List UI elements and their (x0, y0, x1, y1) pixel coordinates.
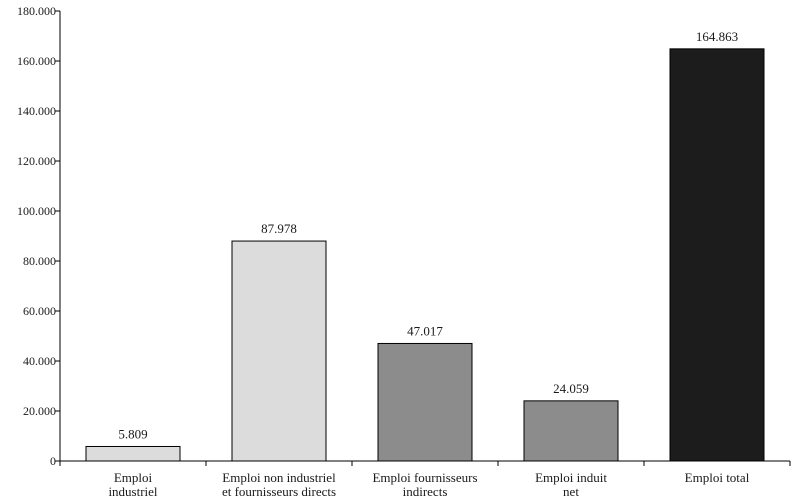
y-tick-label: 100.000 (17, 204, 56, 218)
x-category-label: Emploi non industriel (222, 470, 336, 485)
y-tick-label: 180.000 (17, 4, 56, 18)
data-label: 87.978 (261, 221, 297, 236)
x-category-label: Emploi total (685, 470, 750, 485)
plot-area: 0 20.000 40.000 60.000 80.000 100.000 120.000 1… (17, 4, 791, 499)
x-category-label: Emploi (114, 470, 153, 485)
x-category-label: indirects (403, 484, 448, 499)
bar (85, 445, 181, 462)
y-tick-label: 40.000 (23, 354, 56, 368)
data-label: 5.809 (118, 426, 147, 441)
x-category-label: net (563, 484, 579, 499)
y-tick-label: 140.000 (17, 104, 56, 118)
y-tick-label: 160.000 (17, 54, 56, 68)
data-label: 24.059 (553, 381, 589, 396)
y-tick-label: 20.000 (23, 404, 56, 418)
y-tick-label: 80.000 (23, 254, 56, 268)
bar (669, 48, 765, 462)
x-category-label: industriel (108, 484, 157, 499)
bar (523, 400, 619, 462)
bar (231, 240, 327, 462)
x-category-label: Emploi induit (535, 470, 607, 485)
x-category-label: Emploi fournisseurs (372, 470, 477, 485)
y-tick-label: 120.000 (17, 154, 56, 168)
bar (377, 342, 473, 462)
y-tick-label: 60.000 (23, 304, 56, 318)
data-label: 164.863 (696, 29, 738, 44)
y-tick-label: 0 (50, 454, 56, 468)
x-category-label: et fournisseurs directs (222, 484, 336, 499)
data-label: 47.017 (407, 323, 443, 338)
